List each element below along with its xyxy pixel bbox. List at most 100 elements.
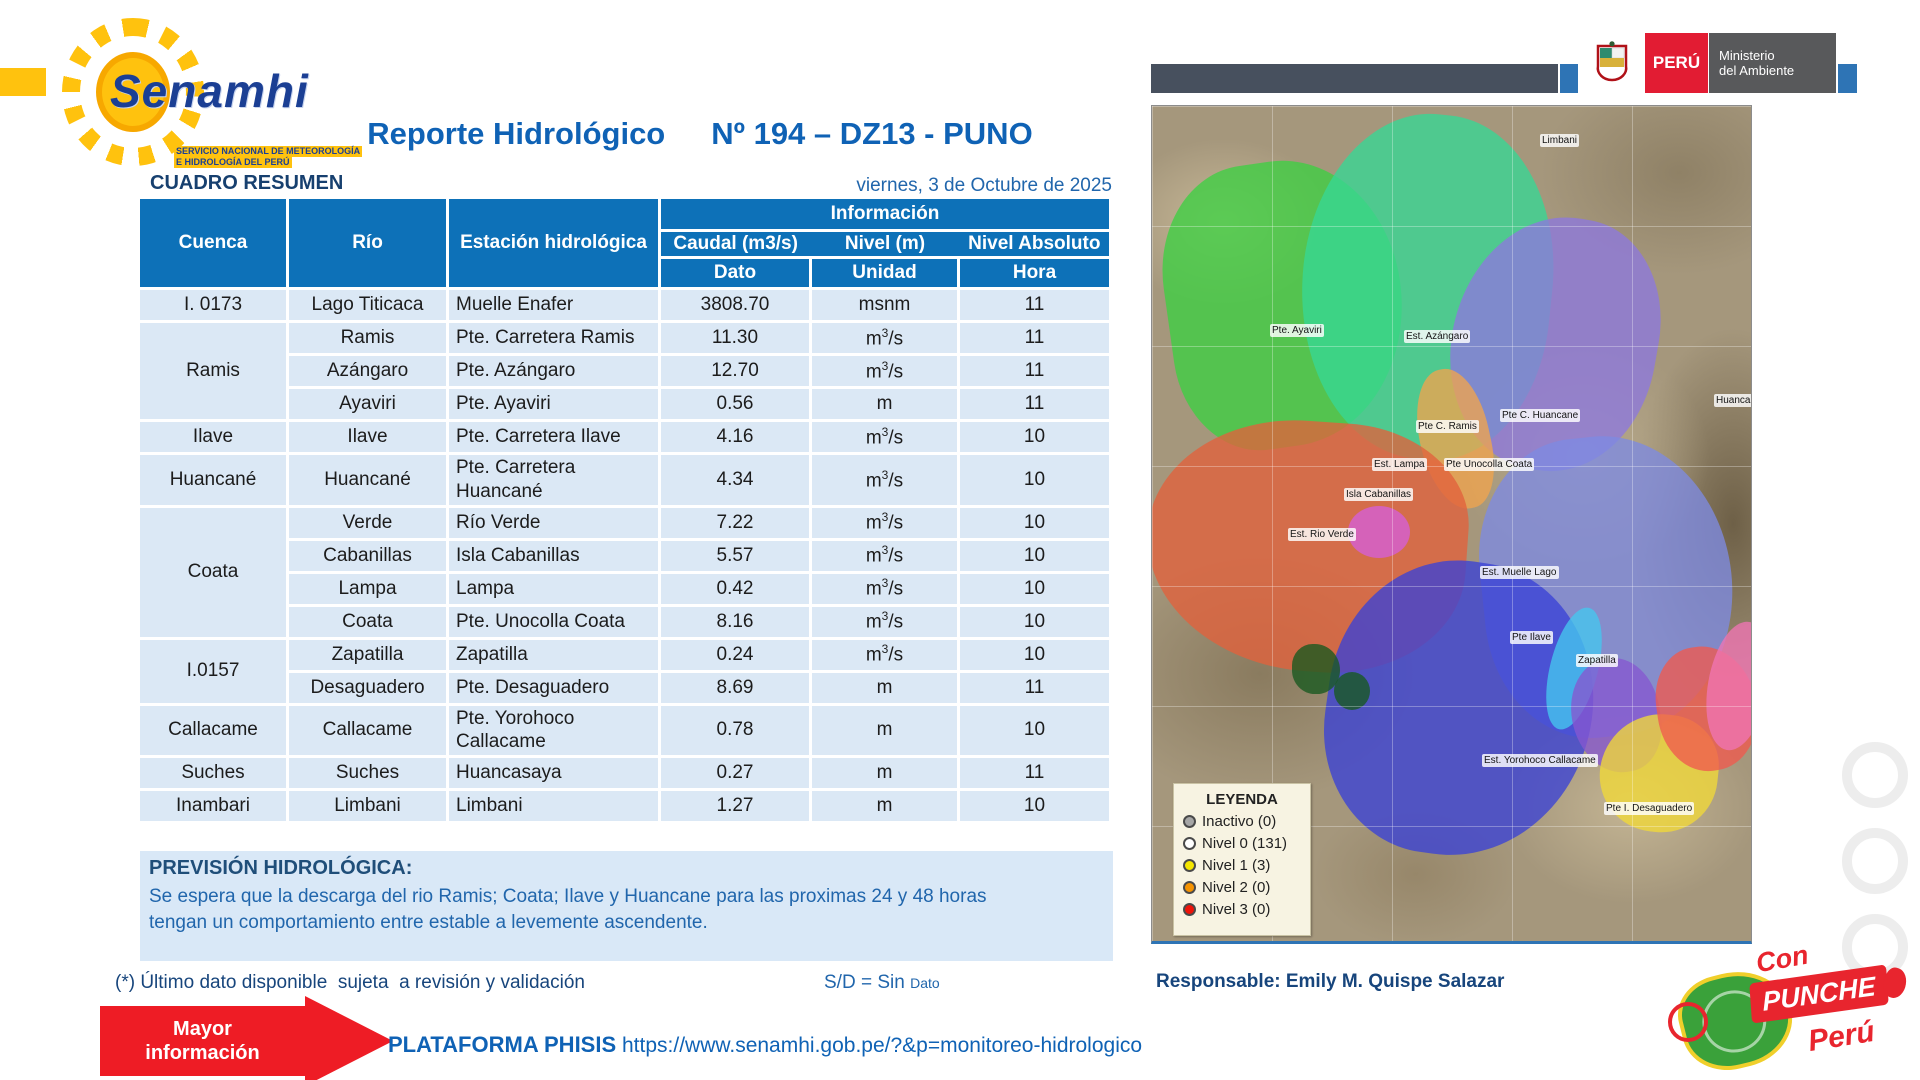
sd-note: S/D = Sin Dato	[824, 972, 940, 994]
legend-item: Nivel 2 (0)	[1183, 879, 1310, 896]
cell-cuenca: Huancané	[140, 455, 286, 505]
ministry-line2: del Ambiente	[1719, 63, 1795, 78]
cell-estacion: Pte. Carretera Ramis	[449, 323, 658, 353]
table-row: Ayaviri Pte. Ayaviri 0.56 m 11	[140, 389, 1109, 419]
col-header-informacion: Información	[661, 199, 1109, 229]
cell-cuenca: I.0157	[140, 639, 286, 703]
col-header-measures: Caudal (m3/s) Nivel (m) Nivel Absoluto	[661, 232, 1109, 256]
cell-cuenca: Suches	[140, 758, 286, 788]
map-station-label: Pte C. Huancane	[1500, 409, 1581, 422]
cell-unidad: m3/s	[812, 422, 957, 452]
arrow-line1: Mayor	[173, 1018, 232, 1040]
col-header-rio: Río	[289, 199, 446, 287]
cell-dato: 0.42	[661, 573, 809, 604]
col-header-cuenca: Cuenca	[140, 199, 286, 287]
plataforma-line: PLATAFORMA PHISIS https://www.senamhi.go…	[388, 1032, 1142, 1058]
cell-dato: 0.24	[661, 639, 809, 670]
ministry-label: Ministerio del Ambiente	[1709, 33, 1836, 93]
cell-hora: 11	[960, 323, 1109, 353]
cell-rio: Huancané	[289, 455, 446, 505]
cell-unidad: m	[812, 389, 957, 419]
cell-hora: 10	[960, 791, 1109, 821]
cell-estacion: Pte. Carretera Ilave	[449, 422, 658, 452]
cell-estacion: Pte. Azángaro	[449, 356, 658, 386]
peru-wordmark: PERÚ	[1645, 33, 1708, 93]
cell-hora: 10	[960, 606, 1109, 637]
table-row: Inambari Limbani Limbani 1.27 m 10	[140, 791, 1109, 821]
legend-item: Nivel 3 (0)	[1183, 901, 1310, 918]
legend-label: Inactivo (0)	[1202, 813, 1277, 830]
yellow-accent-bar	[0, 68, 46, 96]
table-row: Ramis Ramis Pte. Carretera Ramis 11.30 m3/s 1…	[140, 323, 1109, 419]
cell-rio: Desaguadero	[289, 672, 446, 703]
cell-hora: 11	[960, 758, 1109, 788]
peru-coat-of-arms-icon	[1580, 33, 1644, 93]
cell-dato: 11.30	[661, 323, 809, 353]
cell-unidad: m3/s	[812, 606, 957, 637]
measure-nivel: Nivel (m)	[844, 233, 926, 254]
summary-table: Cuenca Río Estación hidrológica Informac…	[137, 196, 1112, 824]
map-station-label: Est. Yorohoco Callacame	[1482, 754, 1598, 767]
cell-unidad: m	[812, 791, 957, 821]
legend-label: Nivel 3 (0)	[1202, 901, 1271, 918]
cell-rio: Verde	[289, 507, 446, 538]
map-station-label: Est. Muelle Lago	[1480, 566, 1559, 579]
cell-unidad: msnm	[812, 290, 957, 320]
cell-dato: 0.56	[661, 389, 809, 419]
report-date: viernes, 3 de Octubre de 2025	[856, 175, 1112, 196]
arrow-right-shape	[305, 996, 393, 1080]
table-row: Coata Pte. Unocolla Coata 8.16 m3/s 10	[140, 606, 1109, 637]
sd-prefix: S/D = Sin	[824, 972, 911, 993]
basin-map: Limbani Pte. Ayaviri Est. Azángaro Huancane…	[1151, 105, 1752, 944]
map-station-label: Est. Rio Verde	[1288, 528, 1356, 541]
cell-hora: 10	[960, 705, 1109, 755]
gov-accent-square-right	[1838, 64, 1857, 93]
plataforma-label: PLATAFORMA PHISIS	[388, 1032, 617, 1057]
legend-title: LEYENDA	[1206, 791, 1278, 808]
cell-dato: 7.22	[661, 507, 809, 538]
cell-rio: Callacame	[289, 705, 446, 755]
cell-rio: Azángaro	[289, 356, 446, 386]
cell-dato: 8.69	[661, 672, 809, 703]
cell-cuenca: Ramis	[140, 323, 286, 419]
legend-dot-icon	[1183, 903, 1196, 916]
cell-rio: Coata	[289, 606, 446, 637]
page-title-right: Nº 194 – DZ13 - PUNO	[711, 116, 1033, 151]
table-row: I.0157 Zapatilla Zapatilla 0.24 m3/s 10	[140, 639, 1109, 703]
cell-unidad: m3/s	[812, 639, 957, 670]
cell-estacion: Pte. Ayaviri	[449, 389, 658, 419]
cell-rio: Cabanillas	[289, 540, 446, 571]
cell-estacion: Pte. Carretera Huancané	[449, 455, 658, 505]
legend-dot-icon	[1183, 815, 1196, 828]
table-row: Callacame Callacame Pte. Yorohoco Callacam…	[140, 705, 1109, 755]
table-row: Desaguadero Pte. Desaguadero 8.69 m 11	[140, 672, 1109, 703]
map-station-label: Pte Unocolla Coata	[1444, 458, 1535, 471]
con-punche-peru-logo: Con PUNCHE Perú	[1668, 940, 1912, 1080]
arrow-line2: información	[145, 1042, 260, 1064]
cell-rio: Lampa	[289, 573, 446, 604]
table-row: Cabanillas Isla Cabanillas 5.57 m3/s 10	[140, 540, 1109, 571]
red-scribble-icon	[1668, 1002, 1708, 1042]
cell-dato: 12.70	[661, 356, 809, 386]
col-header-hora: Hora	[960, 259, 1109, 287]
measure-caudal: Caudal (m3/s)	[673, 233, 798, 254]
map-station-label: Est. Azángaro	[1404, 330, 1471, 343]
senamhi-brand-text: Senamhi	[110, 65, 309, 117]
col-header-estacion: Estación hidrológica	[449, 199, 658, 287]
legend-item: Nivel 1 (3)	[1183, 857, 1310, 874]
table-row: Coata Verde Río Verde 7.22 m3/s 10	[140, 507, 1109, 637]
legend-label: Nivel 0 (131)	[1202, 835, 1288, 852]
map-station-label: Pte. Ayaviri	[1270, 324, 1324, 337]
table-row: I. 0173 Lago Titicaca Muelle Enafer 3808.70…	[140, 290, 1109, 320]
section-title: CUADRO RESUMEN	[150, 172, 344, 194]
plataforma-url-link[interactable]: https://www.senamhi.gob.pe/?&p=monitoreo…	[622, 1034, 1143, 1057]
senamhi-tagline: SERVICIO NACIONAL DE METEOROLOGÍA E HIDR…	[174, 146, 363, 168]
cell-rio: Suches	[289, 758, 446, 788]
table-row: Azángaro Pte. Azángaro 12.70 m3/s 11	[140, 356, 1109, 386]
legend-label: Nivel 2 (0)	[1202, 879, 1271, 896]
cell-unidad: m	[812, 672, 957, 703]
col-header-dato: Dato	[661, 259, 809, 287]
footnote: (*) Último dato disponible sujeta a revi…	[115, 972, 585, 993]
cell-dato: 1.27	[661, 791, 809, 821]
